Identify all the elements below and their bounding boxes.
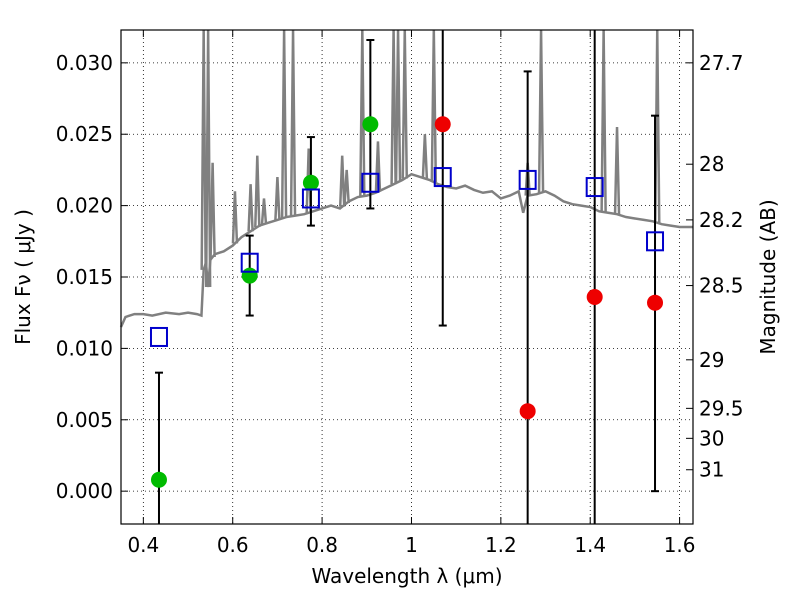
y2-tick-label: 30 <box>699 426 724 450</box>
y2-tick-label: 29 <box>699 348 724 372</box>
y2-axis-label: Magnitude (AB) <box>756 199 780 354</box>
emission-line <box>537 29 545 193</box>
emission-line <box>200 29 207 270</box>
model-square-point <box>301 188 320 209</box>
x-tick-label: 1.4 <box>574 533 606 557</box>
emission-line <box>430 29 438 183</box>
emission-line <box>343 169 350 204</box>
y-tick-label: 0.015 <box>56 265 113 289</box>
model-square-point <box>240 252 259 273</box>
green-data-point <box>150 471 167 488</box>
y2-tick-label: 28.2 <box>699 208 744 232</box>
model-spectrum <box>119 29 693 328</box>
x-tick-label: 0.6 <box>217 533 249 557</box>
model-square-point <box>518 169 537 190</box>
emission-line <box>260 198 268 225</box>
y-tick-label: 0.005 <box>56 408 113 432</box>
axis-ticks: 0.4 0.6 0.8 1 1.2 1.4 1.6 0.000 0.005 0.010 0.015 0… <box>56 30 744 557</box>
y2-tick-label: 28.5 <box>699 274 744 298</box>
emission-line <box>401 29 409 179</box>
y2-tick-label: 31 <box>699 458 724 482</box>
x-tick-label: 0.8 <box>306 533 338 557</box>
model-square-point <box>361 172 380 193</box>
green-data-point <box>302 174 319 191</box>
red-data-point <box>586 288 603 305</box>
emission-line <box>613 127 621 215</box>
y2-tick-label: 29.5 <box>699 396 744 420</box>
emission-line <box>394 29 402 183</box>
x-tick-label: 1.2 <box>485 533 517 557</box>
model-square-point <box>585 177 604 198</box>
emission-line <box>254 155 261 228</box>
green-data-point <box>362 116 379 133</box>
red-data-point <box>647 294 664 311</box>
emission-line <box>247 184 254 232</box>
emission-line <box>359 29 366 197</box>
model-square-point <box>149 326 168 347</box>
y2-tick-label: 28 <box>699 152 724 176</box>
x-axis-label: Wavelength λ (μm) <box>311 564 502 588</box>
emission-line <box>231 191 239 244</box>
model-square-point <box>646 231 665 252</box>
y-tick-label: 0.000 <box>56 479 113 503</box>
emission-line <box>289 29 297 216</box>
y2-tick-label: 27.7 <box>699 51 744 75</box>
model-square-point <box>433 167 452 188</box>
red-data-point <box>519 403 536 420</box>
y-tick-label: 0.030 <box>56 51 113 75</box>
y-tick-label: 0.010 <box>56 336 113 360</box>
emission-line <box>209 162 216 258</box>
red-data-point <box>434 116 451 133</box>
emission-line <box>338 155 346 207</box>
x-tick-label: 0.4 <box>127 533 159 557</box>
green-data-point <box>241 267 258 284</box>
x-tick-label: 1 <box>405 533 418 557</box>
emission-line <box>390 29 397 185</box>
y-tick-label: 0.020 <box>56 194 113 218</box>
x-tick-label: 1.6 <box>664 533 696 557</box>
y-tick-label: 0.025 <box>56 122 113 146</box>
emission-line <box>204 29 212 288</box>
emission-line <box>274 176 281 220</box>
emission-line <box>280 29 288 218</box>
emission-line <box>421 134 429 179</box>
y-axis-label: Flux Fν ( μJy ) <box>11 209 35 345</box>
grid-lines <box>121 30 693 524</box>
data-markers <box>149 116 665 488</box>
